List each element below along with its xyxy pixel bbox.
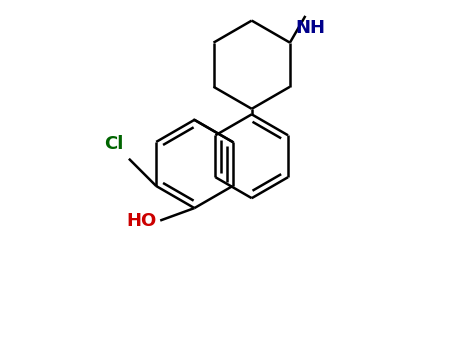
Text: NH: NH — [295, 19, 325, 37]
Text: Cl: Cl — [104, 135, 123, 153]
Text: HO: HO — [126, 211, 157, 230]
